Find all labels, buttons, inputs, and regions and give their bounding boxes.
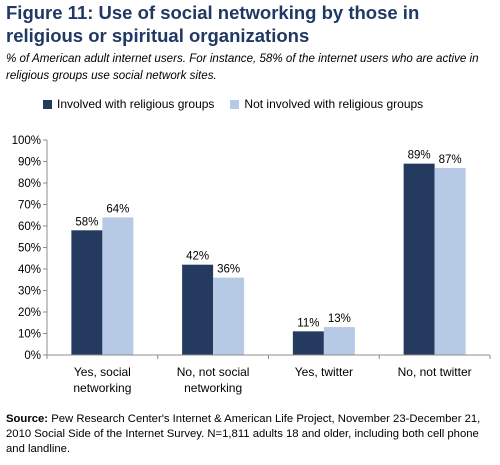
bar	[434, 167, 466, 355]
legend-swatch-involved	[43, 99, 52, 109]
x-category-label-line: Yes, twitter	[295, 365, 353, 379]
legend-label-not-involved: Not involved with religious groups	[244, 97, 424, 111]
legend: Involved with religious groups Not invol…	[43, 97, 439, 111]
legend-label-involved: Involved with religious groups	[57, 97, 215, 111]
y-tick-label: 80%	[18, 178, 41, 190]
x-category-label: Yes, social networking	[73, 365, 131, 395]
bar-value-label: 36%	[217, 264, 240, 276]
y-tick-label: 30%	[18, 286, 41, 298]
x-category-label: No, not social networking	[177, 365, 250, 395]
bar-labels: 58% 64% 42% 36% 11% 13% 89% 87%	[75, 150, 461, 330]
y-tick-label: 70%	[18, 200, 41, 212]
y-tick-label: 20%	[18, 307, 41, 319]
y-tick-label: 60%	[18, 221, 41, 233]
legend-item-not-involved: Not involved with religious groups	[230, 97, 423, 111]
x-category-label-line: networking	[184, 381, 242, 395]
bar-value-label: 58%	[75, 216, 98, 228]
bars	[71, 163, 466, 355]
bar	[213, 277, 245, 355]
bar-value-label: 11%	[297, 317, 319, 329]
bar	[182, 264, 214, 355]
x-category-label: Yes, twitter	[295, 365, 353, 379]
bar	[102, 217, 134, 355]
bar-value-label: 13%	[328, 313, 351, 325]
bar	[323, 327, 355, 355]
legend-swatch-not-involved	[230, 99, 240, 109]
chart-subtitle: % of American adult internet users. For …	[6, 52, 479, 82]
source-note: Source: Pew Research Center's Internet &…	[6, 412, 496, 457]
bar	[292, 331, 324, 355]
bar-value-label: 87%	[439, 154, 462, 166]
y-tick-label: 50%	[18, 243, 41, 255]
bar-chart: 0% 10% 20% 30% 40% 50% 60% 70% 80% 90% 100% 58% 64%…	[12, 135, 491, 395]
source-label: Source:	[6, 413, 49, 425]
legend-item-involved: Involved with religious groups	[43, 97, 214, 111]
bar	[403, 163, 435, 355]
y-tick-label: 10%	[18, 329, 41, 341]
y-tick-label: 0%	[24, 350, 41, 362]
y-tick-label: 90%	[18, 157, 41, 169]
y-tick-label: 100%	[12, 135, 41, 147]
bar-value-label: 64%	[106, 203, 129, 215]
bar-value-label: 89%	[408, 150, 431, 162]
x-category-label-line: Yes, social	[74, 365, 131, 379]
chart-title: Figure 11: Use of social networking by t…	[6, 2, 420, 46]
x-category-label: No, not twitter	[398, 365, 472, 379]
source-text: Pew Research Center's Internet & America…	[6, 413, 481, 455]
bar-value-label: 42%	[186, 251, 209, 263]
x-category-label-line: No, not twitter	[398, 365, 472, 379]
x-category-label-line: No, not social	[177, 365, 250, 379]
bar	[71, 230, 103, 355]
y-axis: 0% 10% 20% 30% 40% 50% 60% 70% 80% 90% 100%	[12, 135, 48, 362]
x-category-label-line: networking	[73, 381, 131, 395]
y-tick-label: 40%	[18, 264, 41, 276]
x-axis: Yes, social networking No, not social netwo…	[46, 354, 491, 395]
